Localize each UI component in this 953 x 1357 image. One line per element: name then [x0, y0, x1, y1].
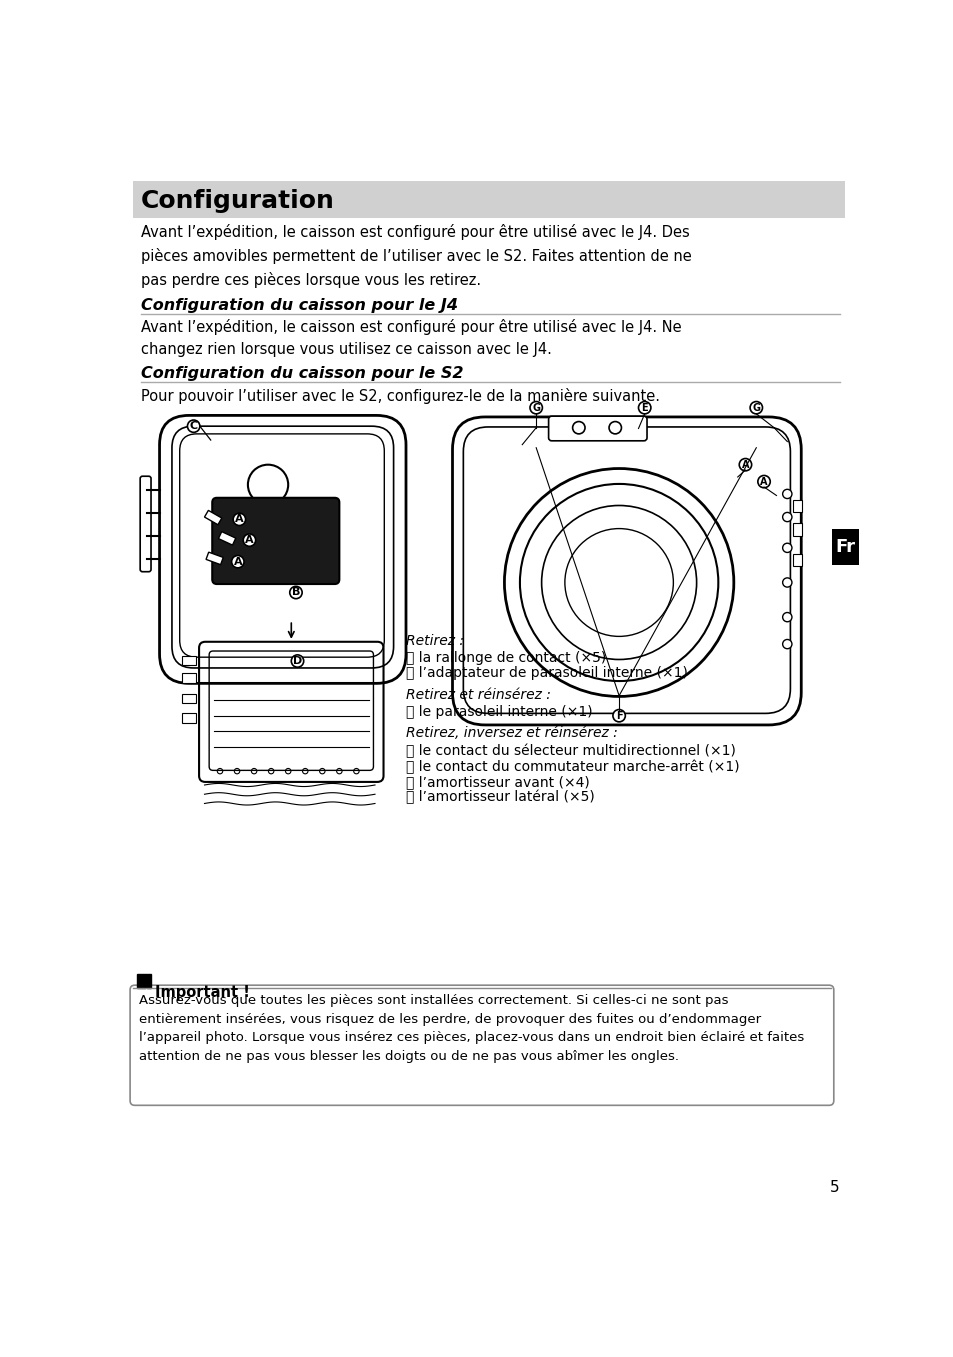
Text: B: B	[292, 588, 300, 597]
Text: Important !: Important !	[154, 985, 250, 1000]
FancyBboxPatch shape	[182, 655, 195, 665]
Text: G: G	[752, 403, 760, 413]
FancyBboxPatch shape	[130, 985, 833, 1106]
Circle shape	[232, 555, 244, 567]
Text: Retirez :: Retirez :	[406, 634, 463, 649]
Text: Retirez et réinsérez :: Retirez et réinsérez :	[406, 688, 550, 702]
Text: G: G	[532, 403, 539, 413]
Text: A: A	[760, 476, 767, 487]
Text: A: A	[233, 556, 242, 567]
Circle shape	[757, 475, 769, 487]
Circle shape	[530, 402, 542, 414]
Polygon shape	[218, 532, 235, 546]
FancyBboxPatch shape	[133, 182, 843, 218]
Circle shape	[781, 513, 791, 521]
Circle shape	[739, 459, 751, 471]
Text: Configuration: Configuration	[141, 190, 335, 213]
FancyBboxPatch shape	[137, 974, 151, 988]
Text: Configuration du caisson pour le S2: Configuration du caisson pour le S2	[141, 366, 463, 381]
Text: Ⓕ l’amortisseur avant (×4): Ⓕ l’amortisseur avant (×4)	[406, 775, 589, 788]
Text: F: F	[616, 711, 621, 721]
Polygon shape	[204, 510, 221, 525]
FancyBboxPatch shape	[140, 476, 151, 571]
Text: A: A	[245, 535, 253, 546]
Text: Fr: Fr	[835, 539, 855, 556]
Circle shape	[612, 710, 624, 722]
Circle shape	[749, 402, 761, 414]
FancyBboxPatch shape	[182, 714, 195, 723]
FancyBboxPatch shape	[831, 529, 858, 565]
Text: C: C	[190, 421, 197, 432]
FancyBboxPatch shape	[792, 524, 801, 536]
Text: Ⓔ le contact du commutateur marche-arrêt (×1): Ⓔ le contact du commutateur marche-arrêt…	[406, 760, 739, 773]
Circle shape	[290, 586, 302, 598]
Circle shape	[638, 402, 650, 414]
FancyBboxPatch shape	[792, 501, 801, 513]
FancyBboxPatch shape	[548, 417, 646, 441]
Text: Assurez-vous que toutes les pièces sont installées correctement. Si celles-ci ne: Assurez-vous que toutes les pièces sont …	[139, 995, 803, 1063]
Text: Ⓐ la rallonge de contact (×5): Ⓐ la rallonge de contact (×5)	[406, 651, 605, 665]
Text: Avant l’expédition, le caisson est configuré pour être utilisé avec le J4. Des
p: Avant l’expédition, le caisson est confi…	[141, 224, 691, 288]
Circle shape	[233, 513, 245, 525]
Circle shape	[781, 612, 791, 622]
Text: ✓: ✓	[139, 988, 149, 997]
Text: Configuration du caisson pour le J4: Configuration du caisson pour le J4	[141, 297, 457, 312]
Circle shape	[608, 422, 620, 434]
Circle shape	[781, 490, 791, 498]
Text: Pour pouvoir l’utiliser avec le S2, configurez-le de la manière suivante.: Pour pouvoir l’utiliser avec le S2, conf…	[141, 388, 659, 403]
Circle shape	[781, 578, 791, 588]
Text: Ⓒ le contact du sélecteur multidirectionnel (×1): Ⓒ le contact du sélecteur multidirection…	[406, 744, 735, 759]
Text: 5: 5	[829, 1179, 840, 1194]
Text: Ⓑ le parasoleil interne (×1): Ⓑ le parasoleil interne (×1)	[406, 704, 592, 719]
Text: E: E	[640, 403, 647, 413]
Text: Retirez, inversez et réinsérez :: Retirez, inversez et réinsérez :	[406, 726, 618, 741]
Text: Avant l’expédition, le caisson est configuré pour être utilisé avec le J4. Ne
ch: Avant l’expédition, le caisson est confi…	[141, 319, 680, 357]
Polygon shape	[206, 552, 223, 565]
FancyBboxPatch shape	[792, 554, 801, 566]
Text: D: D	[293, 655, 302, 666]
Text: ⓓ l’adaptateur de parasoleil interne (×1): ⓓ l’adaptateur de parasoleil interne (×1…	[406, 666, 687, 680]
FancyBboxPatch shape	[182, 695, 195, 703]
Circle shape	[243, 535, 255, 547]
Circle shape	[291, 655, 303, 668]
Circle shape	[248, 464, 288, 505]
Circle shape	[187, 421, 199, 433]
Text: A: A	[234, 514, 243, 524]
FancyBboxPatch shape	[182, 673, 195, 683]
Circle shape	[572, 422, 584, 434]
Circle shape	[781, 639, 791, 649]
Circle shape	[781, 543, 791, 552]
Text: Ⓖ l’amortisseur latéral (×5): Ⓖ l’amortisseur latéral (×5)	[406, 790, 594, 805]
FancyBboxPatch shape	[212, 498, 339, 584]
Text: A: A	[740, 460, 748, 470]
